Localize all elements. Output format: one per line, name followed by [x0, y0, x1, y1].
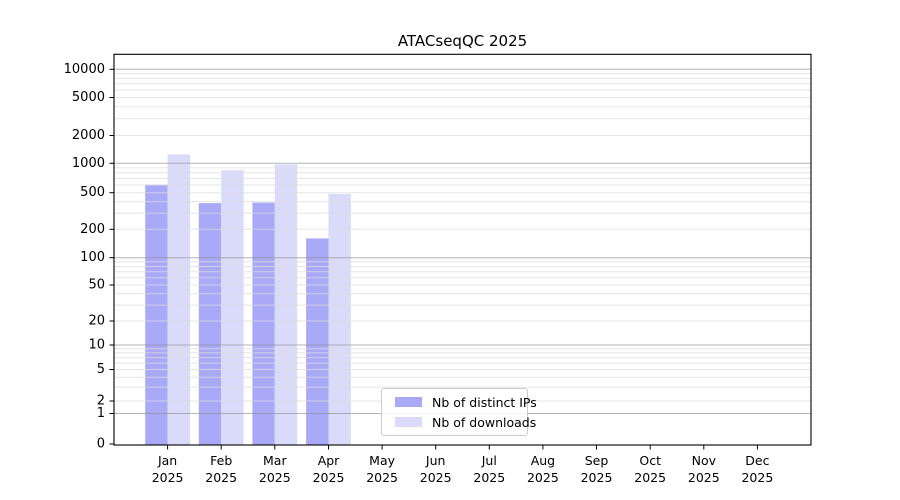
x-tick-label-month: Jan	[157, 453, 177, 468]
x-tick-label-month: Mar	[263, 453, 287, 468]
x-tick-label-year: 2025	[581, 470, 613, 485]
legend-swatch-downloads	[395, 417, 422, 427]
y-tick-label: 50	[88, 278, 105, 293]
x-tick-label-month: Jul	[481, 453, 497, 468]
x-tick-label-month: May	[369, 453, 395, 468]
x-tick-label-year: 2025	[420, 470, 452, 485]
x-tick-label-year: 2025	[259, 470, 291, 485]
x-tick-label-month: Oct	[639, 453, 661, 468]
y-tick-label: 500	[80, 185, 105, 200]
y-tick-label: 200	[80, 222, 105, 237]
x-tick-label-month: Nov	[692, 453, 717, 468]
chart-title: ATACseqQC 2025	[397, 32, 528, 50]
x-tick-label-month: Aug	[531, 453, 555, 468]
bar-mar-distinct-ips	[252, 202, 275, 445]
bar-feb-downloads	[221, 170, 244, 445]
legend-label-distinct-ips: Nb of distinct IPs	[432, 394, 537, 410]
bar-apr-distinct-ips	[306, 238, 329, 445]
y-tick-label: 2000	[72, 128, 105, 143]
legend: Nb of distinct IPs Nb of downloads	[381, 388, 537, 436]
x-tick-label-month: Sep	[585, 453, 609, 468]
x-tick-label-year: 2025	[313, 470, 345, 485]
y-tick-label: 2	[97, 394, 105, 409]
x-tick-label-month: Jun	[425, 453, 446, 468]
legend-label-downloads: Nb of downloads	[432, 414, 537, 430]
legend-item-distinct-ips: Nb of distinct IPs	[395, 395, 537, 410]
x-tick-label-month: Dec	[745, 453, 769, 468]
bar-jan-downloads	[167, 154, 190, 445]
x-tick-label-year: 2025	[152, 470, 184, 485]
bar-feb-distinct-ips	[198, 203, 222, 445]
y-tick-label: 10000	[64, 62, 105, 77]
y-tick-label: 100	[80, 250, 105, 265]
bar-jan-distinct-ips	[145, 184, 168, 445]
y-tick-label: 5000	[72, 90, 105, 105]
y-tick-label: 0	[97, 437, 105, 452]
x-tick-label-year: 2025	[366, 470, 398, 485]
x-tick-label-year: 2025	[741, 470, 773, 485]
y-tick-label: 1000	[72, 156, 105, 171]
x-tick-label-year: 2025	[688, 470, 720, 485]
plot-border	[113, 53, 812, 446]
y-tick-label: 1	[97, 406, 105, 421]
x-tick-label-year: 2025	[634, 470, 666, 485]
legend-swatch-distinct-ips	[395, 397, 422, 407]
y-tick-label: 10	[88, 338, 105, 353]
y-tick-label: 5	[97, 362, 105, 377]
x-tick-label-year: 2025	[205, 470, 237, 485]
x-tick-label-month: Feb	[210, 453, 232, 468]
y-tick-label: 20	[88, 314, 105, 329]
x-tick-label-year: 2025	[527, 470, 559, 485]
x-tick-label-year: 2025	[473, 470, 505, 485]
x-tick-label-month: Apr	[318, 453, 340, 468]
bar-apr-downloads	[328, 193, 351, 445]
legend-item-downloads: Nb of downloads	[395, 415, 536, 430]
